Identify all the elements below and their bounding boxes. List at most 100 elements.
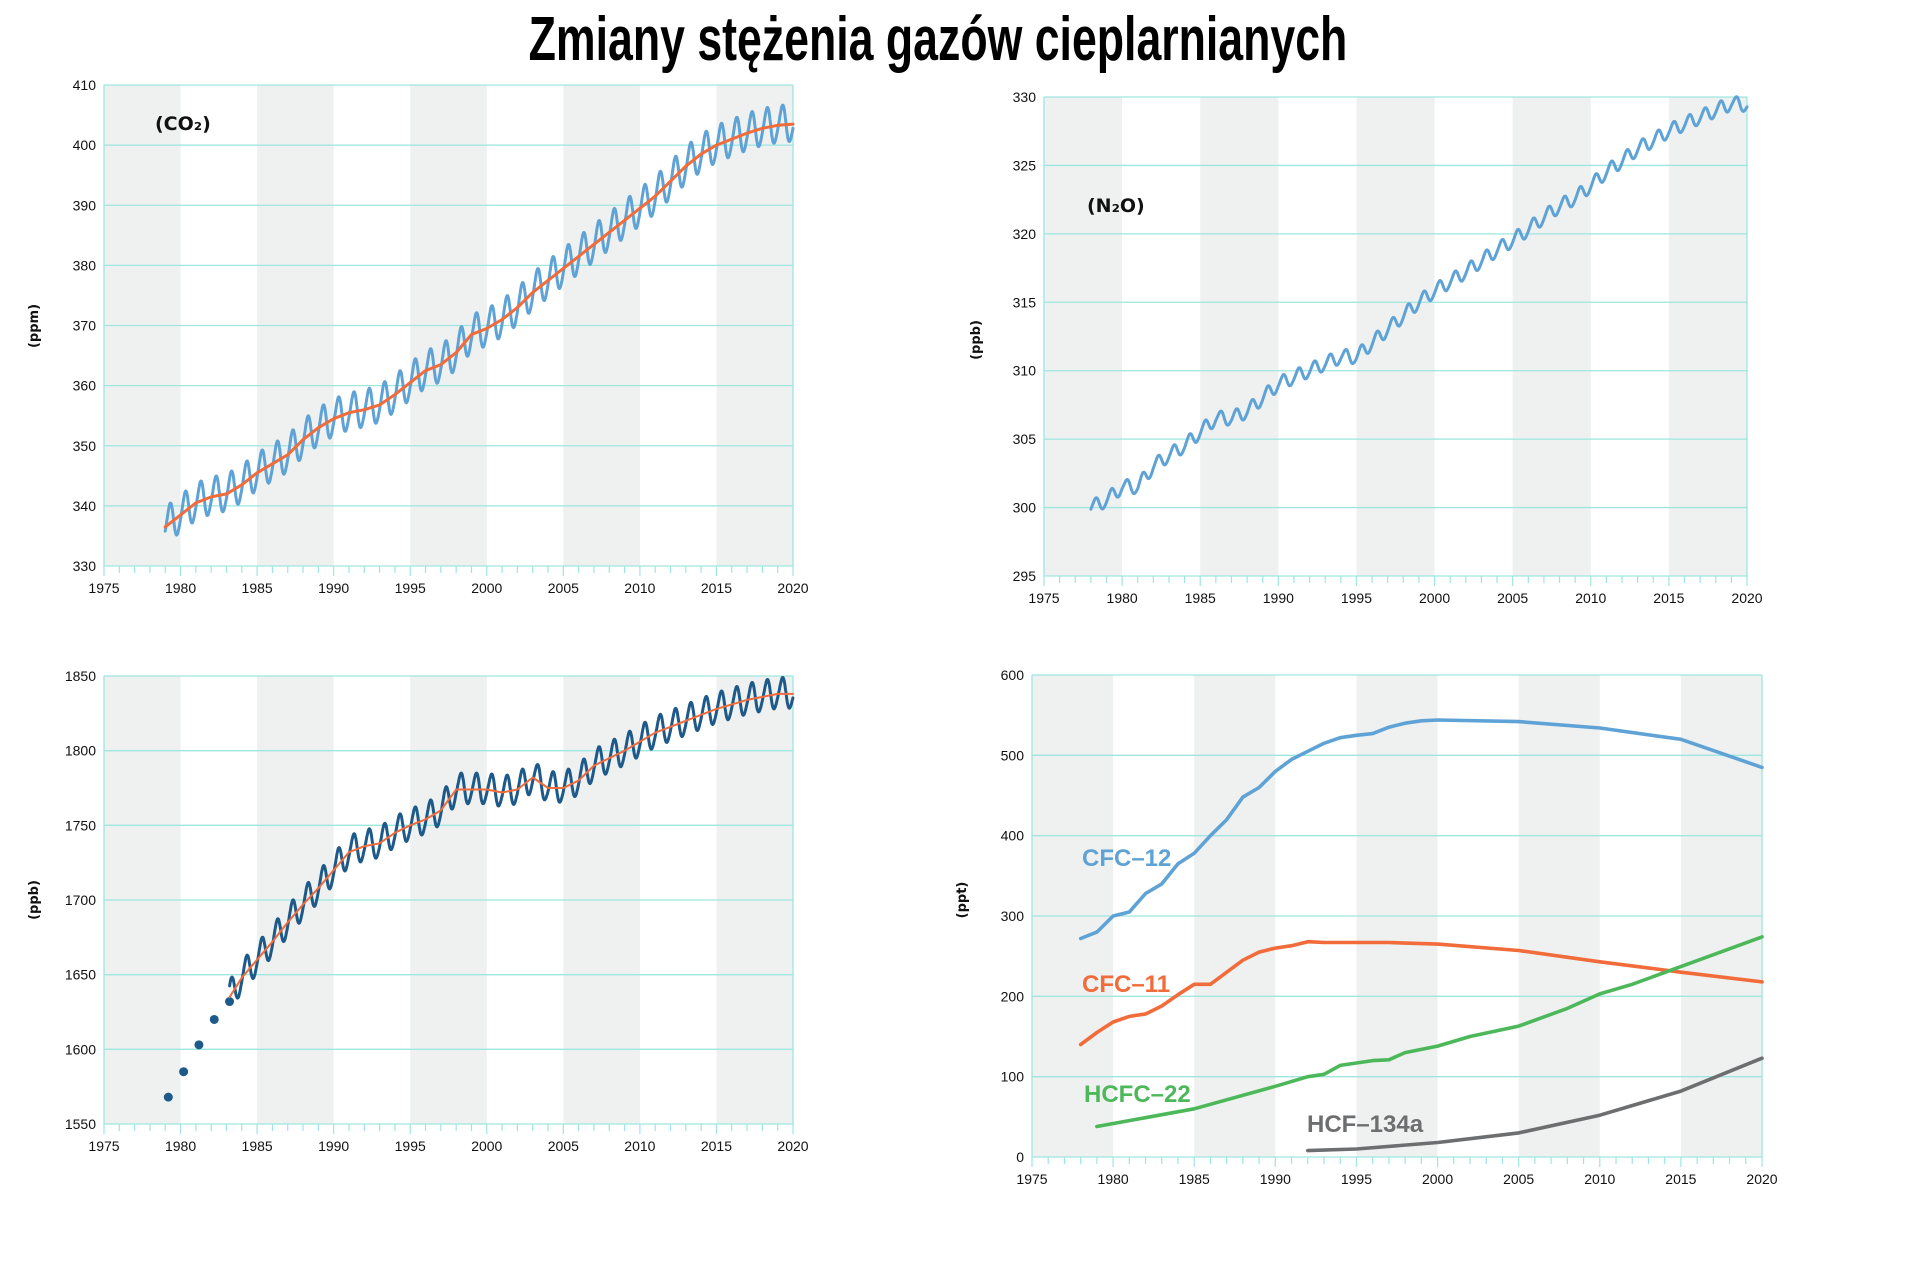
y-tick-label: 1600 [65, 1041, 96, 1057]
x-tick-label: 1975 [88, 580, 119, 596]
chart-1: 295 300 305 310 315 320 325 330 1975 1980 1985 1990… [969, 89, 1763, 606]
x-tick-label: 2015 [1653, 590, 1684, 606]
y-tick-label: 390 [73, 197, 97, 213]
x-tick-label: 2000 [471, 1138, 502, 1154]
x-tick-label: 2015 [701, 1138, 732, 1154]
data-point [225, 997, 235, 1007]
data-point [194, 1040, 204, 1050]
x-tick-label: 1980 [165, 580, 196, 596]
x-tick-label: 1995 [1341, 1171, 1372, 1187]
y-axis-label: (ppm) [27, 304, 42, 348]
y-tick-label: 600 [1001, 667, 1025, 683]
y-tick-label: 1850 [65, 668, 96, 684]
x-tick-label: 2000 [471, 580, 502, 596]
series-line-cfc-11 [1078, 939, 1764, 1047]
y-tick-label: 1800 [65, 743, 96, 759]
x-tick-label: 1990 [1260, 1171, 1291, 1187]
data-point [163, 1092, 173, 1102]
x-tick-label: 2005 [548, 580, 579, 596]
y-tick-label: 325 [1013, 157, 1037, 173]
x-tick-label: 2000 [1419, 590, 1450, 606]
x-tick-label: 1990 [1263, 590, 1294, 606]
x-tick-label: 1990 [318, 1138, 349, 1154]
x-tick-label: 1985 [242, 580, 273, 596]
y-tick-label: 410 [73, 77, 97, 93]
x-tick-label: 1985 [242, 1138, 273, 1154]
x-tick-label: 1975 [1016, 1171, 1047, 1187]
series-label: CFC–12 [1082, 845, 1171, 872]
y-tick-label: 200 [1001, 988, 1025, 1004]
x-tick-label: 2015 [701, 580, 732, 596]
y-tick-label: 360 [73, 378, 97, 394]
y-tick-label: 320 [1013, 226, 1037, 242]
series-line [1089, 95, 1749, 511]
y-tick-label: 330 [1013, 89, 1037, 105]
chart-3: 0 100 200 300 400 500 600 1975 1980 1985 1990 1995 2… [955, 667, 1778, 1187]
x-tick-label: 2020 [1746, 1171, 1777, 1187]
x-tick-label: 2010 [1575, 590, 1606, 606]
y-tick-label: 315 [1013, 294, 1037, 310]
series-label: CFC–11 [1082, 971, 1170, 998]
y-tick-label: 380 [73, 257, 97, 273]
x-tick-label: 1990 [318, 580, 349, 596]
x-tick-label: 2005 [1497, 590, 1528, 606]
y-tick-label: 300 [1001, 908, 1025, 924]
gas-label: (N₂O) [1087, 195, 1145, 217]
y-tick-label: 1750 [65, 817, 96, 833]
y-tick-label: 300 [1013, 500, 1037, 516]
background-band [1044, 97, 1123, 576]
y-tick-label: 330 [73, 558, 97, 574]
y-tick-label: 295 [1013, 568, 1037, 584]
y-tick-label: 0 [1016, 1149, 1024, 1165]
x-tick-label: 1995 [1341, 590, 1372, 606]
x-tick-label: 1985 [1185, 590, 1216, 606]
data-point [179, 1067, 189, 1077]
x-tick-label: 2020 [777, 580, 808, 596]
series-line [228, 676, 795, 1000]
background-band [1356, 97, 1435, 576]
y-tick-label: 350 [73, 438, 97, 454]
y-tick-label: 305 [1013, 431, 1037, 447]
x-tick-label: 2010 [624, 1138, 655, 1154]
x-tick-label: 2000 [1422, 1171, 1453, 1187]
x-tick-label: 1995 [395, 1138, 426, 1154]
y-tick-label: 100 [1001, 1069, 1025, 1085]
chart-2: 1550 1600 1650 1700 1750 1800 1850 1975 1980 1985… [27, 668, 809, 1154]
x-tick-label: 2020 [777, 1138, 808, 1154]
page-title: Zmiany stężenia gazów cieplarnianych [528, 5, 1348, 74]
x-tick-label: 2010 [1584, 1171, 1615, 1187]
x-tick-label: 1995 [395, 580, 426, 596]
background-band [1200, 97, 1279, 576]
y-tick-label: 310 [1013, 363, 1037, 379]
y-tick-label: 370 [73, 318, 97, 334]
series-line-hcf-134a [1306, 1056, 1764, 1153]
y-tick-label: 500 [1001, 747, 1025, 763]
y-axis-label: (ppb) [27, 880, 42, 920]
series-line [163, 103, 795, 537]
x-tick-label: 2020 [1731, 590, 1762, 606]
x-tick-label: 2010 [624, 580, 655, 596]
trend-line [163, 122, 795, 529]
y-tick-label: 400 [1001, 828, 1025, 844]
x-tick-label: 2005 [1503, 1171, 1534, 1187]
data-point [209, 1014, 219, 1024]
y-axis-label: (ppt) [955, 882, 970, 919]
series-line-cfc-12 [1078, 718, 1764, 941]
series-line-hcfc-22 [1095, 935, 1764, 1129]
series-label: HCFC–22 [1084, 1081, 1191, 1108]
x-tick-label: 1980 [1107, 590, 1138, 606]
gas-label: (CO₂) [155, 113, 211, 135]
x-tick-label: 1980 [1098, 1171, 1129, 1187]
y-tick-label: 400 [73, 137, 97, 153]
background-band [1512, 97, 1591, 576]
trend-line [228, 692, 794, 999]
x-tick-label: 2015 [1665, 1171, 1696, 1187]
series-label: HCF–134a [1307, 1111, 1424, 1138]
x-tick-label: 1980 [165, 1138, 196, 1154]
y-tick-label: 1700 [65, 892, 96, 908]
x-tick-label: 1975 [1028, 590, 1059, 606]
y-tick-label: 340 [73, 498, 97, 514]
y-axis-label: (ppb) [969, 320, 984, 360]
x-tick-label: 2005 [548, 1138, 579, 1154]
